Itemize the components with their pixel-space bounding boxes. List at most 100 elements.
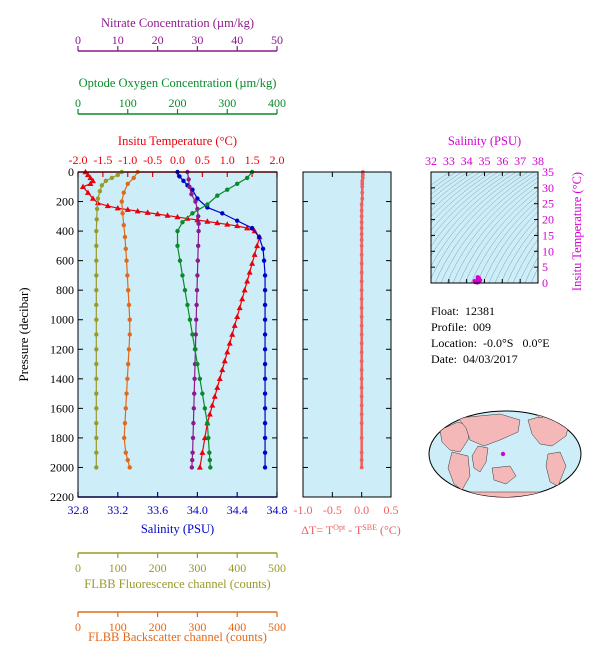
salinity-point <box>220 211 225 216</box>
oxygen-point <box>235 181 240 187</box>
backscatter-axis-tick-label: 400 <box>228 620 246 634</box>
delta-point <box>359 261 364 266</box>
ts-temp-tick-label: 5 <box>542 260 548 274</box>
nitrate-point <box>190 457 195 463</box>
delta-point <box>359 226 364 231</box>
temperature-point <box>226 340 233 346</box>
delta-point <box>359 341 364 346</box>
nitrate-point <box>195 243 201 249</box>
delta-point <box>359 458 364 462</box>
oxygen-axis-tick-label: 400 <box>268 96 286 110</box>
delta-point <box>360 190 365 195</box>
fluorescence-point <box>94 406 99 411</box>
backscatter-point <box>122 234 128 240</box>
nitrate-point <box>195 273 200 278</box>
temperature-axis-tick-label: -2.0 <box>69 153 88 167</box>
ts-sal-tick-label: 37 <box>514 154 526 168</box>
salinity-point <box>262 391 268 396</box>
delta-point <box>359 314 364 319</box>
fluorescence-point <box>94 287 99 293</box>
temperature-point <box>244 224 251 231</box>
salinity-point <box>262 317 268 322</box>
temperature-point <box>79 183 86 189</box>
delta-axis-title: ΔT= TOpt - TSBE (°C) <box>301 523 401 538</box>
fluorescence-point <box>94 228 99 234</box>
salinity-point <box>177 174 182 179</box>
nitrate-point <box>191 420 196 426</box>
main-plot-background <box>78 172 277 497</box>
pressure-tick-label: 1000 <box>50 313 74 327</box>
density-contour <box>452 181 538 283</box>
oxygen-point <box>192 347 198 352</box>
fluorescence-point <box>94 317 99 322</box>
oxygen-point <box>180 220 185 225</box>
temperature-point <box>229 331 236 337</box>
fluorescence-axis-title: FLBB Fluorescence channel (counts) <box>84 577 270 591</box>
backscatter-axis-tick-label: 300 <box>188 620 206 634</box>
salinity-point <box>235 218 240 223</box>
nitrate-axis-tick-label: 10 <box>112 33 124 47</box>
temperature-point <box>114 204 121 211</box>
delta-tick-label: 0.0 <box>354 503 369 517</box>
ts-sal-tick-label: 32 <box>425 154 437 168</box>
temperature-point <box>84 171 91 178</box>
oxygen-point <box>208 465 213 470</box>
density-contour <box>500 223 538 283</box>
oxygen-point <box>200 391 205 396</box>
backscatter-point <box>125 287 131 293</box>
temperature-point <box>224 221 231 227</box>
density-contour <box>431 172 463 195</box>
map-continent <box>491 465 517 485</box>
delta-point <box>359 279 364 284</box>
salinity-axis-tick-label: 34.4 <box>227 503 248 517</box>
fluorescence-point <box>94 465 99 470</box>
density-contour <box>476 199 538 283</box>
nitrate-axis-tick-label: 40 <box>231 33 243 47</box>
delta-point <box>360 176 365 180</box>
density-contour <box>431 172 517 257</box>
delta-point <box>359 202 364 207</box>
salinity-point <box>262 465 268 470</box>
oxygen-axis-tick-label: 300 <box>218 96 236 110</box>
delta-point <box>360 196 365 201</box>
backscatter-point <box>124 391 129 396</box>
series-oxygen <box>175 169 255 470</box>
delta-tick-label: -1.0 <box>294 503 313 517</box>
salinity-point <box>262 450 268 455</box>
temperature-point <box>214 219 221 226</box>
backscatter-point <box>121 222 126 228</box>
salinity-axis-tick-label: 32.8 <box>68 503 89 517</box>
temperature-point <box>244 278 251 284</box>
backscatter-point <box>121 190 126 195</box>
oxygen-point <box>182 287 188 293</box>
fluorescence-point <box>109 175 115 181</box>
fluorescence-point <box>94 391 99 396</box>
profile-number-text: Profile: 009 <box>431 320 491 334</box>
pressure-tick-label: 200 <box>56 195 74 209</box>
oxygen-point <box>207 457 213 463</box>
temperature-axis-title: Insitu Temperature (°C) <box>118 134 237 148</box>
ts-plot-frame <box>430 171 539 284</box>
delta-line <box>360 172 365 468</box>
density-contour <box>431 172 505 239</box>
backscatter-point <box>123 246 128 252</box>
temperature-point <box>231 322 238 328</box>
delta-point <box>359 323 364 328</box>
pressure-tick-label: 1200 <box>50 342 74 356</box>
temperature-point <box>221 357 228 364</box>
float-location-marker <box>500 451 506 457</box>
density-contour <box>470 194 538 283</box>
nitrate-point <box>193 332 199 337</box>
delta-point <box>359 220 364 225</box>
salinity-point <box>260 246 266 252</box>
temperature-point <box>104 202 111 209</box>
delta-tick-label: 0.5 <box>384 503 399 517</box>
salinity-axis-tick-label: 34.8 <box>267 503 288 517</box>
temperature-point <box>84 189 91 195</box>
map-continent <box>471 445 489 473</box>
nitrate-point <box>192 391 197 396</box>
temperature-axis-tick-label: -1.5 <box>93 153 112 167</box>
backscatter-point <box>123 450 128 455</box>
temperature-point <box>206 411 213 417</box>
